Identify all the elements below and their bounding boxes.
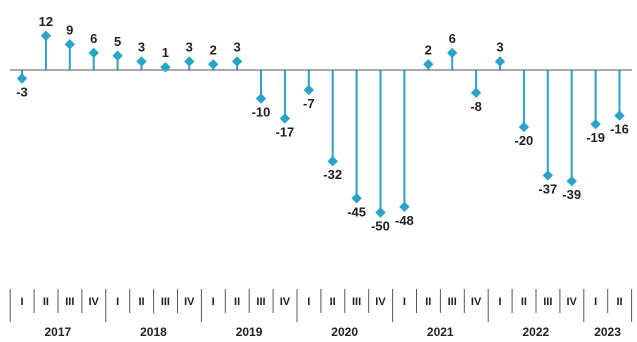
value-label-21: -20 (515, 133, 534, 148)
quarter-label-11: IV (280, 296, 291, 308)
quarter-label-9: II (234, 296, 240, 308)
marker-18 (447, 47, 458, 59)
marker-13 (327, 156, 338, 167)
marker-8 (208, 59, 219, 70)
value-label-0: -3 (16, 85, 28, 100)
quarter-label-23: IV (566, 296, 577, 308)
value-label-24: -19 (586, 130, 605, 145)
marker-19 (470, 87, 482, 98)
value-label-1: 12 (39, 14, 53, 29)
marker-17 (423, 59, 434, 70)
value-label-5: 3 (138, 39, 145, 54)
marker-21 (518, 121, 530, 133)
quarter-label-18: III (448, 296, 457, 308)
value-label-14: -45 (347, 204, 366, 219)
value-label-8: 2 (210, 42, 217, 57)
marker-25 (614, 110, 625, 121)
marker-10 (255, 93, 267, 104)
marker-15 (375, 207, 386, 218)
value-label-10: -10 (252, 105, 271, 120)
quarter-label-21: II (521, 296, 527, 308)
marker-23 (566, 175, 577, 187)
year-label-2023: 2023 (594, 325, 621, 339)
year-label-2018: 2018 (140, 325, 167, 339)
quarter-label-1: II (43, 296, 49, 308)
year-label-2022: 2022 (522, 325, 549, 339)
quarter-label-3: IV (88, 296, 99, 308)
quarter-label-10: III (256, 296, 265, 308)
marker-4 (112, 50, 123, 61)
marker-2 (64, 39, 75, 50)
quarter-label-13: II (330, 296, 336, 308)
year-label-2019: 2019 (236, 325, 263, 339)
quarter-label-22: III (543, 296, 552, 308)
stems-layer (21, 35, 621, 213)
value-label-6: 1 (162, 45, 169, 60)
value-label-4: 5 (114, 34, 121, 49)
marker-14 (351, 193, 362, 204)
value-label-23: -39 (562, 187, 581, 202)
quarter-label-14: III (352, 296, 361, 308)
quarter-label-2: III (65, 296, 74, 308)
marker-11 (279, 113, 291, 124)
marker-3 (88, 47, 99, 59)
value-label-22: -37 (538, 181, 557, 196)
quarter-label-6: III (161, 296, 170, 308)
year-label-2021: 2021 (427, 325, 454, 339)
value-label-2: 9 (66, 22, 73, 37)
value-label-11: -17 (276, 124, 295, 139)
quarter-label-0: I (20, 296, 23, 308)
value-label-12: -7 (303, 96, 315, 111)
quarter-label-20: I (498, 296, 501, 308)
quarter-label-19: IV (471, 296, 482, 308)
value-label-17: 2 (425, 42, 432, 57)
year-label-2020: 2020 (331, 325, 358, 339)
value-label-7: 3 (186, 39, 193, 54)
quarter-label-24: I (594, 296, 597, 308)
value-label-3: 6 (90, 31, 97, 46)
quarter-label-17: II (425, 296, 431, 308)
marker-20 (494, 56, 506, 67)
marker-7 (184, 56, 195, 67)
quarter-label-4: I (116, 296, 119, 308)
quarter-label-8: I (212, 296, 215, 308)
marker-22 (542, 170, 553, 181)
quarter-label-12: I (307, 296, 310, 308)
markers-layer (16, 30, 625, 218)
quarter-label-16: I (403, 296, 406, 308)
value-label-18: 6 (449, 31, 456, 46)
quarter-label-15: IV (375, 296, 386, 308)
value-label-9: 3 (233, 39, 240, 54)
marker-6 (160, 61, 171, 73)
value-labels-layer: -3 12 9 6 5 3 1 3 2 3 -10 -17 -7 -32 -45 -50 -48 2 6 -8 3 -20… (16, 14, 629, 234)
value-label-15: -50 (371, 219, 390, 234)
marker-9 (231, 56, 243, 67)
marker-12 (303, 84, 314, 96)
quarter-label-25: II (616, 296, 622, 308)
year-label-2017: 2017 (44, 325, 71, 339)
value-label-19: -8 (470, 99, 482, 114)
marker-1 (40, 30, 52, 41)
quarter-label-7: IV (184, 296, 195, 308)
marker-5 (136, 56, 147, 67)
quarter-label-5: II (138, 296, 144, 308)
value-label-20: 3 (496, 39, 503, 54)
value-label-25: -16 (610, 122, 629, 137)
marker-24 (590, 118, 601, 130)
marker-0 (16, 73, 28, 84)
marker-16 (399, 201, 410, 212)
value-label-13: -32 (323, 167, 342, 182)
value-label-16: -48 (395, 213, 414, 228)
